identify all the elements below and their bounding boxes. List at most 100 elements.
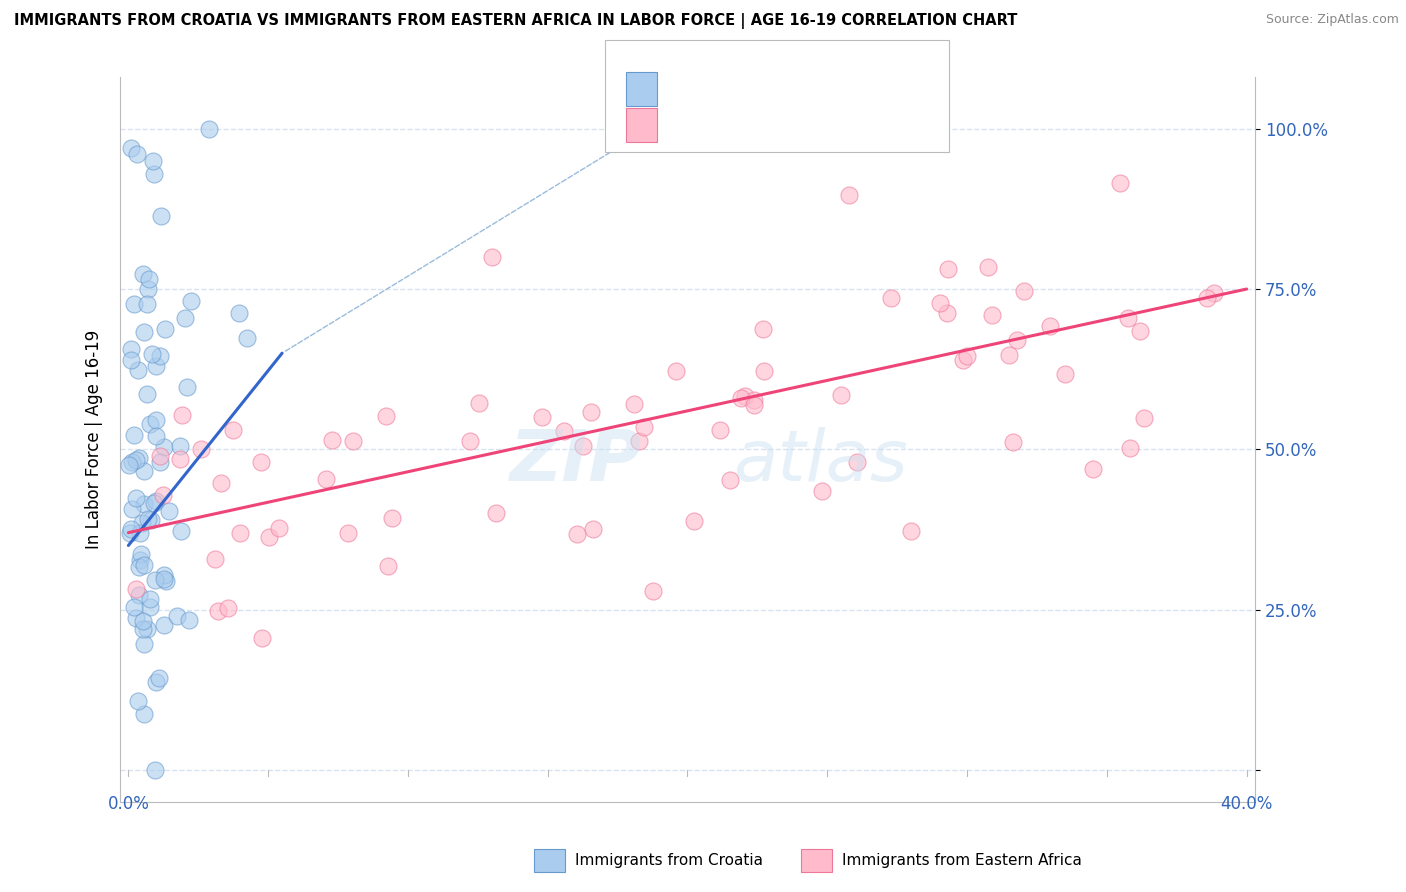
Point [149, 455, 172, 469]
Point [120, 343, 142, 357]
Point [149, 449, 172, 463]
Point [467, 396, 489, 410]
Point [132, 706, 155, 721]
Text: R =: R = [668, 80, 707, 98]
Point [136, 622, 159, 636]
Point [127, 694, 149, 708]
Point [250, 455, 273, 469]
Point [321, 433, 343, 447]
Point [153, 572, 176, 586]
Point [155, 574, 177, 589]
Point [132, 325, 155, 339]
Point [1081, 461, 1104, 475]
Point [641, 583, 664, 598]
Point [131, 516, 153, 530]
Point [1204, 285, 1226, 300]
Point [153, 617, 176, 632]
Point [315, 472, 337, 486]
Point [935, 306, 957, 320]
Point [1195, 291, 1218, 305]
Point [579, 405, 602, 419]
Point [1039, 318, 1062, 333]
Point [582, 522, 605, 536]
Point [623, 397, 645, 411]
Point [177, 613, 200, 627]
Point [718, 473, 741, 487]
Y-axis label: In Labor Force | Age 16-19: In Labor Force | Age 16-19 [86, 330, 103, 549]
Point [135, 296, 157, 310]
Point [936, 262, 959, 277]
Point [381, 510, 404, 524]
Point [336, 526, 359, 541]
Point [152, 488, 174, 502]
Point [136, 512, 159, 526]
Point [128, 588, 150, 602]
Point [125, 147, 148, 161]
Point [132, 637, 155, 651]
Point [709, 423, 731, 437]
Point [143, 496, 166, 510]
Point [120, 522, 142, 536]
Point [981, 308, 1004, 322]
Point [180, 293, 202, 308]
Point [204, 552, 226, 566]
Point [846, 454, 869, 468]
Point [838, 188, 860, 202]
Point [125, 453, 148, 467]
Point [198, 121, 221, 136]
Point [553, 425, 575, 439]
Point [169, 438, 191, 452]
Point [1118, 441, 1140, 455]
Text: 40.0%: 40.0% [1220, 795, 1272, 813]
Point [481, 250, 503, 264]
Point [118, 458, 141, 473]
Text: N =: N = [801, 80, 841, 98]
Text: 0.458: 0.458 [721, 116, 779, 134]
Point [132, 558, 155, 572]
Point [228, 306, 250, 320]
Point [734, 389, 756, 403]
Point [120, 526, 142, 541]
Point [173, 310, 195, 325]
Point [148, 671, 170, 685]
Point [142, 154, 165, 169]
Point [134, 464, 156, 478]
Point [169, 451, 191, 466]
Point [125, 491, 148, 505]
Text: atlas: atlas [733, 427, 907, 496]
Text: Immigrants from Eastern Africa: Immigrants from Eastern Africa [842, 854, 1083, 868]
Point [572, 440, 595, 454]
Point [125, 582, 148, 597]
Point [375, 409, 398, 423]
Text: N =: N = [801, 116, 841, 134]
Point [170, 408, 193, 422]
Point [132, 622, 155, 636]
Point [209, 476, 232, 491]
Point [131, 267, 153, 281]
Point [129, 526, 152, 541]
Point [153, 568, 176, 582]
Point [1054, 367, 1077, 381]
Point [998, 348, 1021, 362]
Point [139, 591, 162, 606]
Point [128, 560, 150, 574]
Text: ZIP: ZIP [510, 427, 643, 496]
Point [157, 504, 180, 518]
Point [136, 282, 159, 296]
Point [145, 675, 167, 690]
Point [633, 419, 655, 434]
Point [166, 609, 188, 624]
Text: R =: R = [668, 116, 707, 134]
Point [665, 364, 688, 378]
Point [1012, 284, 1035, 298]
Point [142, 167, 165, 181]
Point [742, 392, 765, 407]
Point [135, 387, 157, 401]
Point [141, 346, 163, 360]
Point [153, 440, 176, 454]
Point [145, 494, 167, 508]
Point [145, 413, 167, 427]
Point [190, 442, 212, 456]
Point [952, 353, 974, 368]
Point [1129, 324, 1152, 338]
